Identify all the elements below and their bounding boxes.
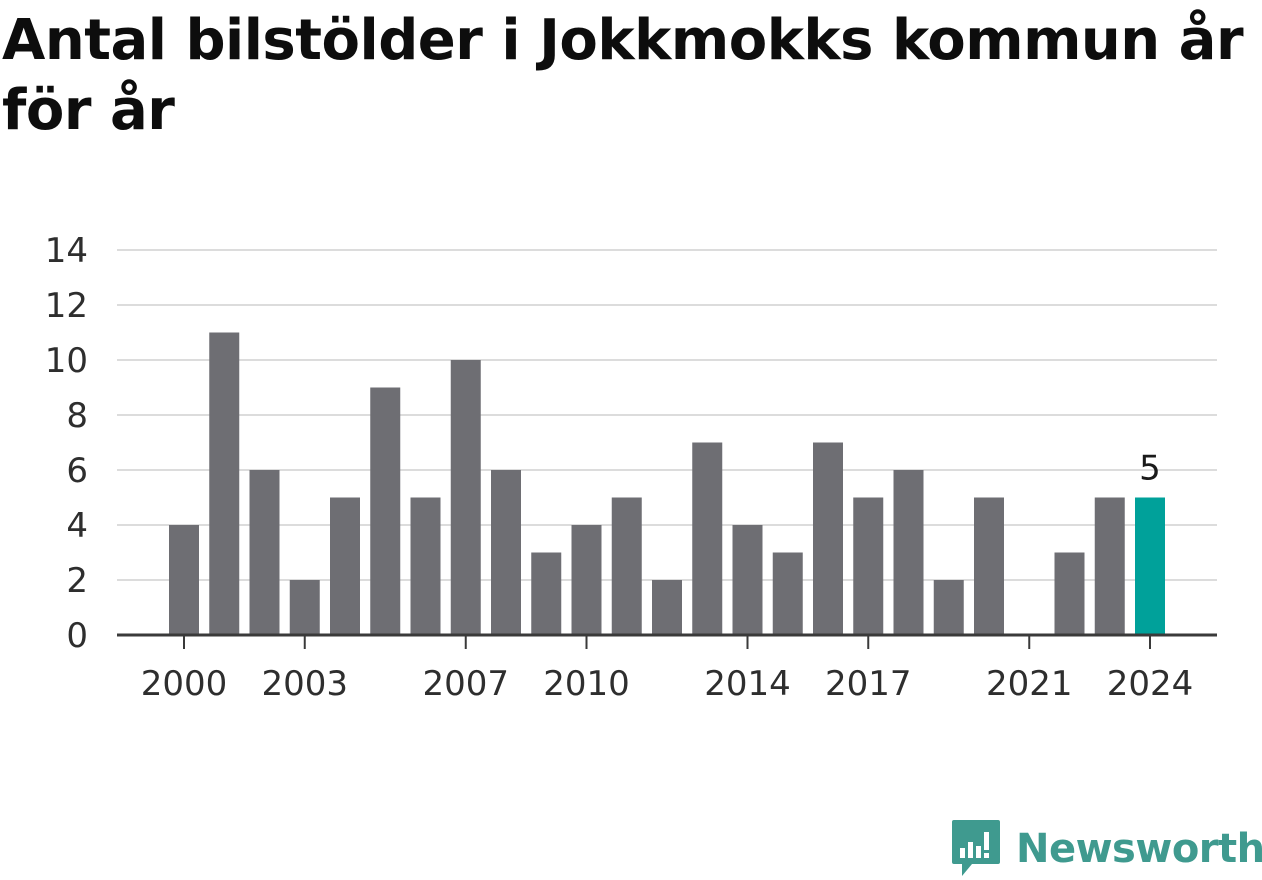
- y-tick-label: 0: [66, 616, 88, 656]
- bar-2010: [571, 525, 602, 635]
- bar-2007: [450, 360, 481, 635]
- data-labels: 5: [1139, 449, 1161, 489]
- y-tick-label: 14: [45, 231, 88, 271]
- y-tick-label: 8: [66, 396, 88, 436]
- bar-2013: [692, 442, 723, 635]
- bar-2003: [289, 580, 320, 635]
- brand-logo: Newsworthy: [950, 818, 1262, 880]
- bar-2001: [209, 332, 240, 635]
- brand-name: Newsworthy: [1016, 826, 1262, 872]
- bar-2012: [652, 580, 682, 635]
- bar-2008: [491, 470, 521, 635]
- bar-2017: [853, 497, 884, 635]
- x-tick-label: 2017: [825, 664, 912, 704]
- x-tick-label: 2000: [141, 664, 228, 704]
- bar-2022: [1054, 552, 1085, 635]
- bar-2002: [249, 470, 280, 635]
- bar-2015: [772, 552, 803, 635]
- x-tick-label: 2003: [261, 664, 348, 704]
- y-tick-label: 6: [66, 451, 88, 491]
- bar-2018: [893, 470, 924, 635]
- bar-2006: [410, 497, 441, 635]
- x-tick-label: 2007: [422, 664, 509, 704]
- bar-2014: [732, 525, 763, 635]
- x-tick-label: 2024: [1107, 664, 1194, 704]
- bar-2004: [330, 497, 360, 635]
- newsworthy-logo-icon: [952, 820, 1000, 876]
- bar-2000: [169, 525, 199, 635]
- y-tick-label: 4: [66, 506, 88, 546]
- bar-2024: [1135, 497, 1165, 635]
- bar-2011: [611, 497, 642, 635]
- y-tick-label: 2: [66, 561, 88, 601]
- y-tick-label: 10: [45, 341, 88, 381]
- x-tick-label: 2010: [543, 664, 630, 704]
- bar-2005: [370, 387, 401, 635]
- highlight-value-label: 5: [1139, 449, 1161, 489]
- bar-2009: [531, 552, 562, 635]
- x-axis-ticks: 2000 2003 2007 2010 2014 2017 2021 2024: [141, 635, 1194, 704]
- y-axis-tick-labels: 0 2 4 6 8 10 12 14: [45, 231, 88, 656]
- bar-2023: [1094, 497, 1125, 635]
- y-tick-label: 12: [45, 286, 88, 326]
- bar-2016: [813, 442, 843, 635]
- bar-2020: [974, 497, 1004, 635]
- x-tick-label: 2021: [986, 664, 1073, 704]
- chart-title: Antal bilstölder i Jokkmokks kommun år f…: [2, 8, 1244, 143]
- bars: [169, 332, 1165, 635]
- bar-2019: [933, 580, 964, 635]
- x-tick-label: 2014: [704, 664, 791, 704]
- gridlines: [117, 249, 1217, 581]
